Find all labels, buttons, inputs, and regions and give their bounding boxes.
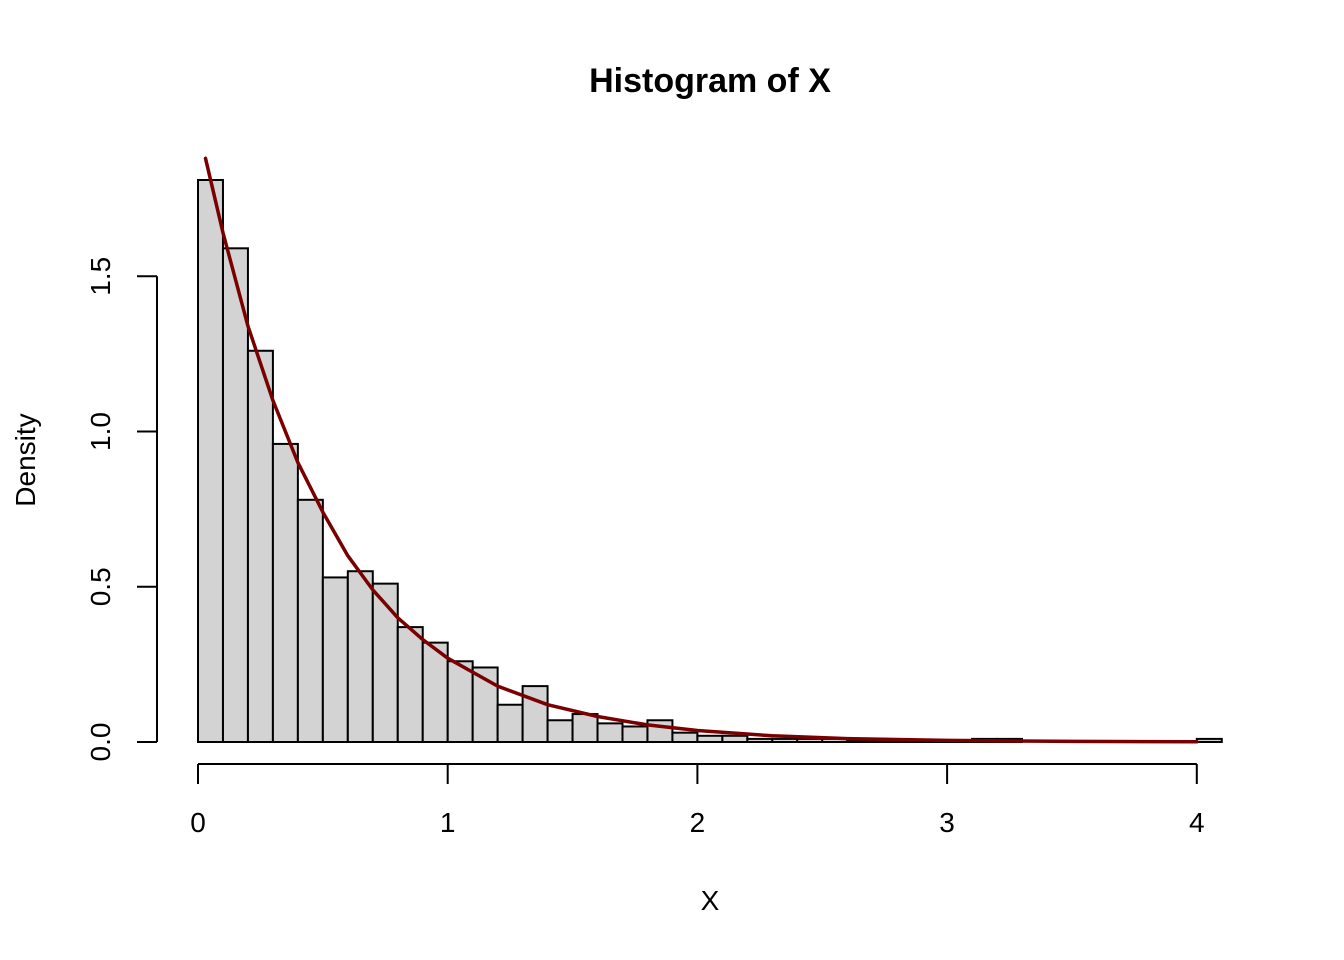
histogram-bar [446,660,474,744]
histogram-bar [721,734,749,743]
histogram-bar [671,731,699,743]
histogram-bar [396,626,424,743]
x-tick-label: 4 [1189,807,1205,838]
y-tick-label: 0.0 [85,723,116,762]
histogram-bar [796,737,824,744]
bars-group [197,178,1223,744]
density-curve [203,156,1199,744]
y-axis-label: Density [10,413,41,506]
x-tick-label: 1 [440,807,456,838]
y-axis: 0.0 0.5 1.0 1.5 [85,257,158,762]
histogram-bar [271,442,299,743]
histogram-bar [1195,737,1223,744]
histogram-bar [596,722,624,743]
y-tick-label: 1.0 [85,412,116,451]
histogram-bar [321,576,349,743]
histogram-bar [246,349,274,743]
x-tick-label: 3 [939,807,955,838]
histogram-bar [521,685,549,743]
histogram-bar [421,641,449,744]
x-tick-label: 0 [190,807,206,838]
histogram-bar [371,582,399,744]
x-tick-label: 2 [690,807,706,838]
histogram-bar [746,737,774,744]
x-axis: 0 1 2 3 4 [190,763,1205,838]
histogram-bar [496,703,524,743]
histogram-bar [696,734,724,743]
histogram-bar [571,713,599,743]
histogram-bar [346,570,374,743]
histogram-bar [621,725,649,743]
y-tick-label: 0.5 [85,567,116,606]
histogram-bar [221,247,249,743]
histogram-bar [546,719,574,744]
histogram-bar [771,737,799,744]
histogram-bar [646,719,674,744]
histogram-bar [296,498,324,743]
histogram-bar [197,178,224,743]
y-tick-label: 1.5 [85,257,116,296]
chart-title: Histogram of X [589,62,831,100]
x-axis-label: X [701,885,720,916]
